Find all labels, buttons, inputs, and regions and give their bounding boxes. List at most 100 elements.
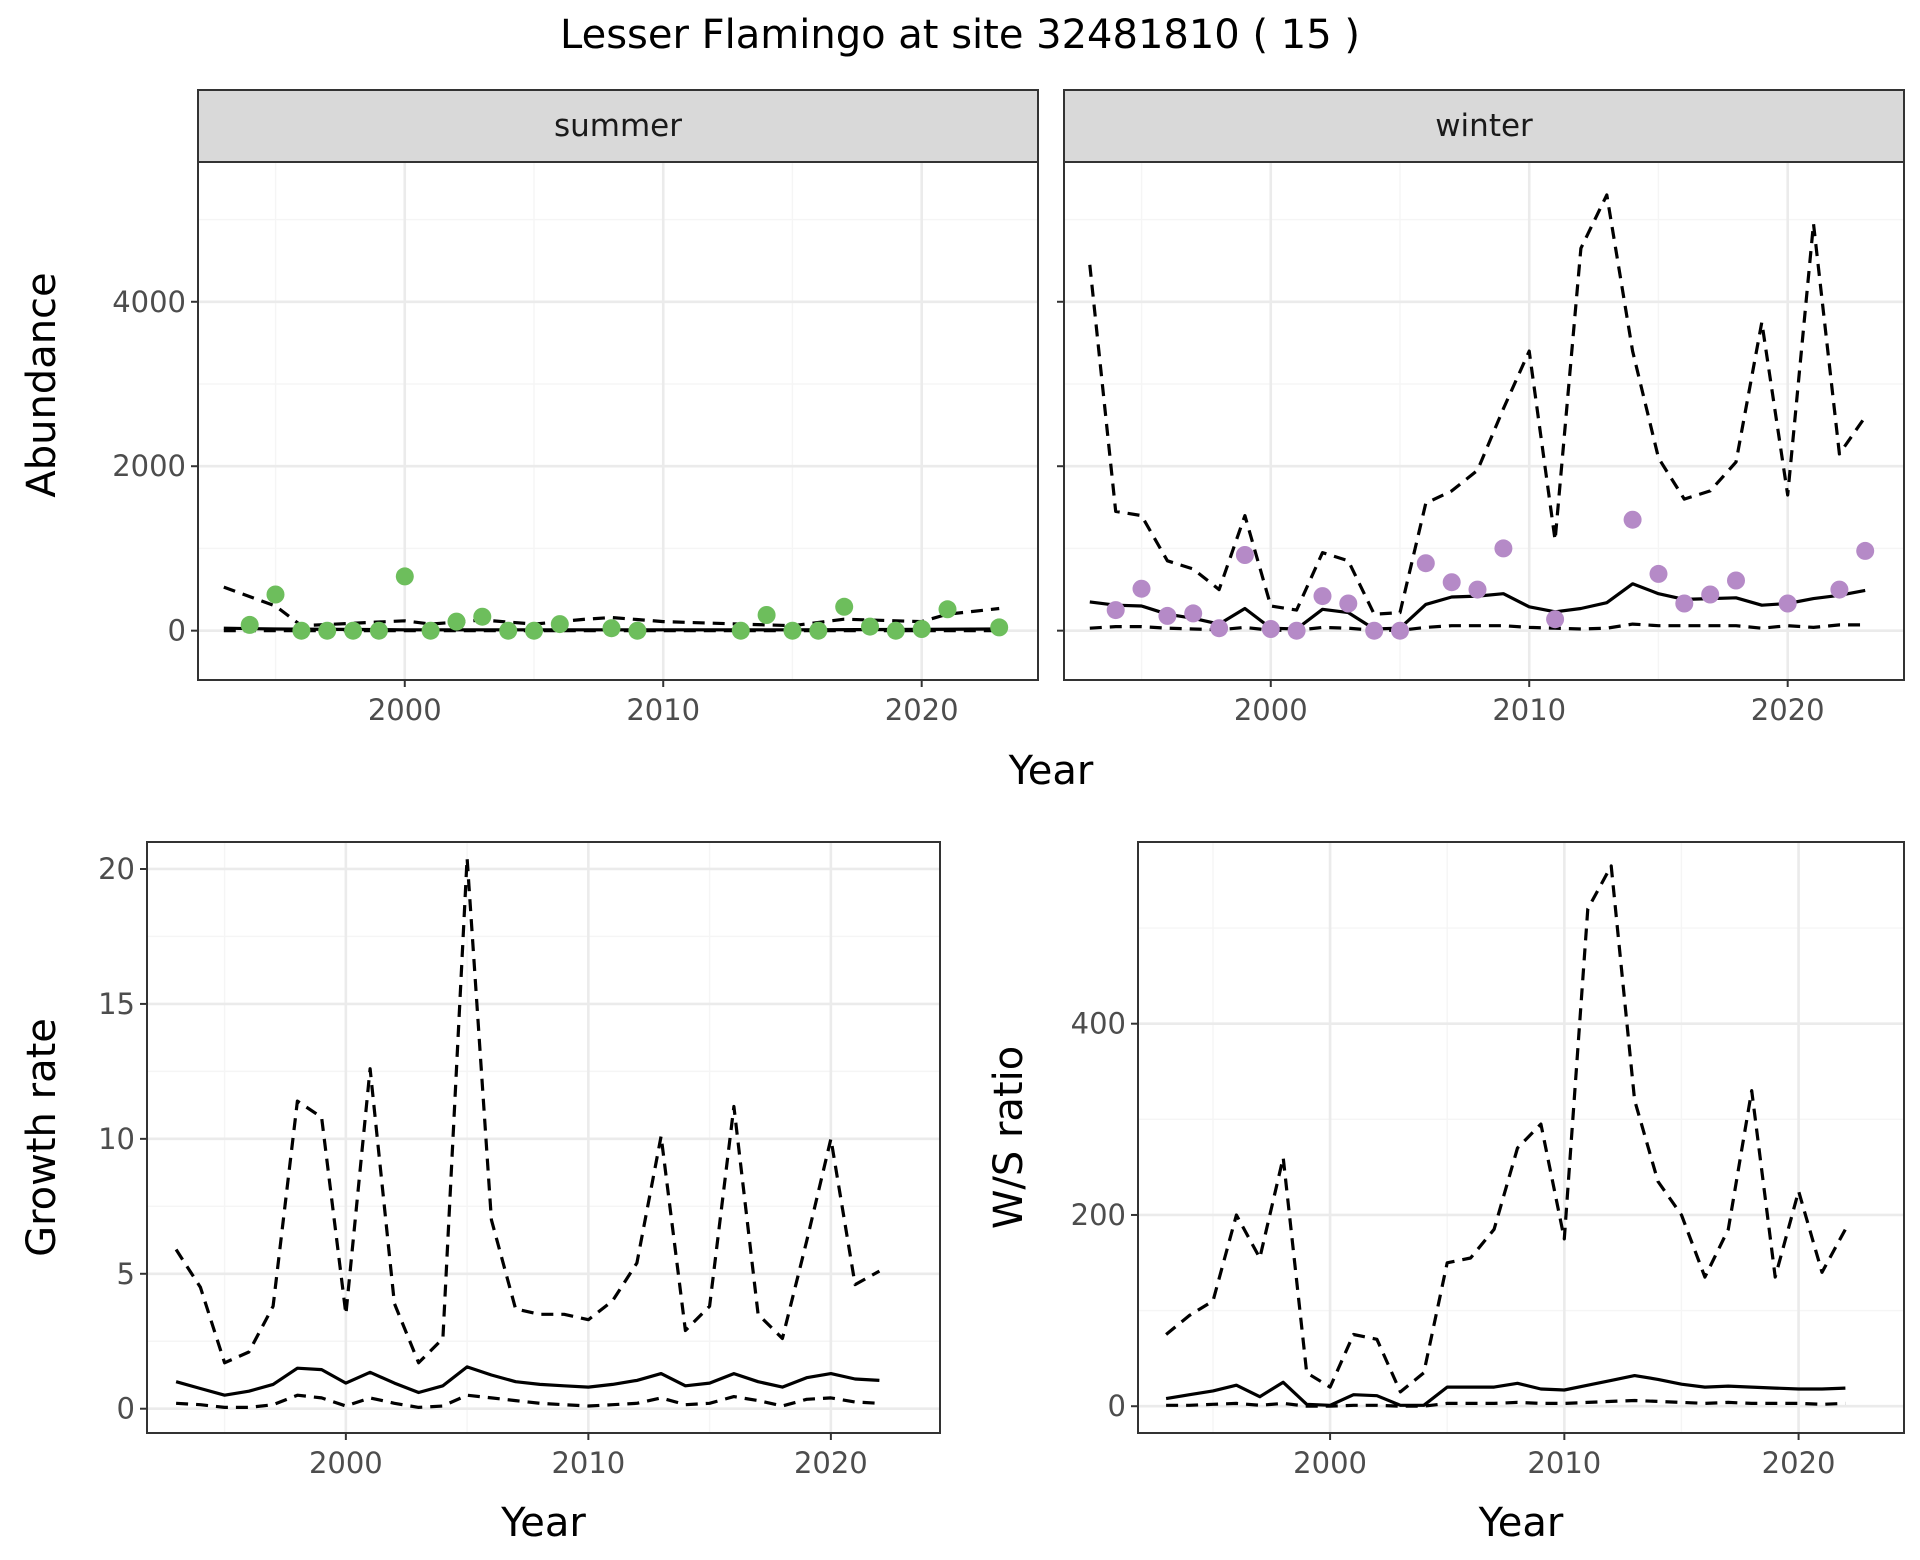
abundance-winter-data — [1088, 193, 1875, 640]
ws-ratio-xtick-label: 2020 — [1762, 1446, 1836, 1480]
abundance-summer-point — [318, 621, 337, 640]
abundance-summer-point — [990, 618, 1009, 637]
abundance-summer-strip — [197, 89, 1039, 163]
ws-ratio-ytick-label: 0 — [1108, 1389, 1126, 1423]
abundance-summer-point — [395, 567, 414, 586]
abundance-summer-point — [602, 619, 621, 638]
abundance-winter-point — [1106, 601, 1125, 620]
ws-ratio-y-axis-title: W/S ratio — [986, 1046, 1032, 1229]
growth-rate-xtick-label: 2000 — [309, 1446, 383, 1480]
growth-rate-xtick-label: 2020 — [794, 1446, 868, 1480]
abundance-winter-point — [1339, 594, 1358, 613]
abundance-winter-point — [1856, 541, 1875, 560]
abundance-winter-point — [1701, 585, 1720, 604]
growth-rate-lower-line — [176, 1393, 880, 1410]
abundance-winter-point — [1546, 610, 1565, 629]
abundance-winter-point — [1649, 564, 1668, 583]
abundance-winter-strip-label: winter — [1435, 108, 1533, 144]
ws-ratio-frame — [1137, 841, 1905, 1434]
growth-rate-y-axis-title: Growth rate — [19, 1018, 65, 1257]
abundance-summer-point — [550, 615, 569, 634]
abundance-summer-point — [886, 621, 905, 640]
abundance-summer-point — [525, 621, 543, 640]
abundance-winter-point — [1416, 554, 1435, 573]
abundance-summer-point — [861, 617, 879, 636]
growth-rate-ytick-label: 5 — [117, 1257, 135, 1291]
growth-rate-ytick-label: 20 — [98, 852, 135, 886]
abundance-winter-point — [1675, 594, 1694, 613]
abundance-winter-point — [1365, 621, 1384, 640]
ws-ratio-upper-line — [1165, 864, 1847, 1394]
abundance-winter-upper-line — [1088, 193, 1867, 616]
ws-ratio-xtick-label: 2010 — [1527, 1446, 1601, 1480]
growth-rate-grid: 2000 2010 2020 0 5 10 15 20 — [98, 841, 941, 1480]
abundance-summer-point — [447, 612, 466, 631]
abundance-summer-point — [240, 615, 259, 634]
ws-ratio-x-axis-title: Year — [1478, 1500, 1564, 1546]
abundance-summer-xtick-label: 2000 — [368, 693, 442, 727]
abundance-winter-point — [1727, 571, 1745, 590]
abundance-winter-strip — [1063, 89, 1905, 163]
growth-rate-ytick-label: 10 — [98, 1122, 135, 1156]
abundance-summer-xtick-label: 2020 — [885, 693, 959, 727]
abundance-winter-point — [1184, 604, 1203, 623]
abundance-summer-point — [292, 621, 311, 640]
abundance-summer-point — [912, 620, 931, 638]
abundance-summer-upper-line — [223, 585, 1000, 628]
abundance-summer-grid: 2000 2010 2020 0 2000 4000 — [112, 161, 1039, 727]
ws-ratio-grid: 2000 2010 2020 0 200 400 — [1071, 841, 1905, 1480]
abundance-x-axis-title: Year — [1008, 748, 1094, 794]
abundance-winter-xtick-label: 2020 — [1751, 693, 1825, 727]
growth-rate-ytick-label: 0 — [117, 1392, 135, 1426]
abundance-winter-point — [1623, 510, 1642, 529]
abundance-winter-point — [1261, 620, 1280, 638]
abundance-summer-ytick-label: 0 — [168, 614, 186, 648]
abundance-winter-grid: 2000 2010 2020 — [1057, 161, 1905, 727]
abundance-summer-point — [938, 600, 957, 619]
ws-ratio-ytick-label: 400 — [1071, 1007, 1126, 1041]
abundance-summer-point — [731, 621, 750, 640]
abundance-y-axis-title: Abundance — [19, 272, 65, 497]
abundance-summer-point — [369, 621, 388, 640]
ws-ratio-estimate-line — [1165, 1373, 1846, 1407]
abundance-winter-point — [1210, 619, 1229, 638]
abundance-summer-point — [499, 621, 518, 640]
ws-ratio-lower-line — [1166, 1398, 1846, 1408]
abundance-winter-point — [1830, 580, 1849, 599]
ws-ratio-xtick-label: 2000 — [1293, 1446, 1367, 1480]
abundance-summer-point — [835, 597, 854, 616]
abundance-winter-point — [1391, 621, 1409, 640]
abundance-winter-point — [1132, 579, 1151, 598]
abundance-summer-ytick-label: 2000 — [112, 449, 186, 483]
abundance-winter-xtick-label: 2010 — [1492, 693, 1566, 727]
figure-title: Lesser Flamingo at site 32481810 ( 15 ) — [560, 12, 1360, 58]
abundance-summer-point — [266, 585, 285, 604]
abundance-summer-point — [421, 621, 440, 640]
abundance-winter-xtick-label: 2000 — [1234, 693, 1308, 727]
ws-ratio-data — [1165, 864, 1847, 1408]
growth-rate-xtick-label: 2010 — [551, 1446, 625, 1480]
abundance-winter-point — [1468, 580, 1487, 599]
growth-rate-ytick-label: 15 — [98, 987, 135, 1021]
abundance-summer-point — [344, 621, 363, 640]
abundance-summer-point — [809, 621, 828, 640]
abundance-winter-point — [1158, 606, 1177, 625]
abundance-summer-data — [223, 567, 1009, 640]
abundance-summer-point — [757, 606, 776, 624]
abundance-winter-point — [1494, 539, 1513, 558]
growth-rate-data — [174, 856, 881, 1410]
abundance-winter-point — [1313, 587, 1332, 606]
abundance-winter-point — [1235, 546, 1254, 564]
abundance-summer-point — [783, 621, 802, 640]
growth-rate-x-axis-title: Year — [500, 1500, 586, 1546]
abundance-winter-point — [1442, 573, 1461, 592]
abundance-summer-point — [473, 607, 492, 626]
abundance-summer-ytick-label: 4000 — [112, 285, 186, 319]
abundance-winter-point — [1287, 621, 1306, 640]
growth-rate-estimate-line — [175, 1365, 880, 1397]
abundance-winter-point — [1778, 594, 1797, 613]
growth-rate-frame — [146, 841, 941, 1434]
abundance-summer-point — [628, 621, 647, 640]
